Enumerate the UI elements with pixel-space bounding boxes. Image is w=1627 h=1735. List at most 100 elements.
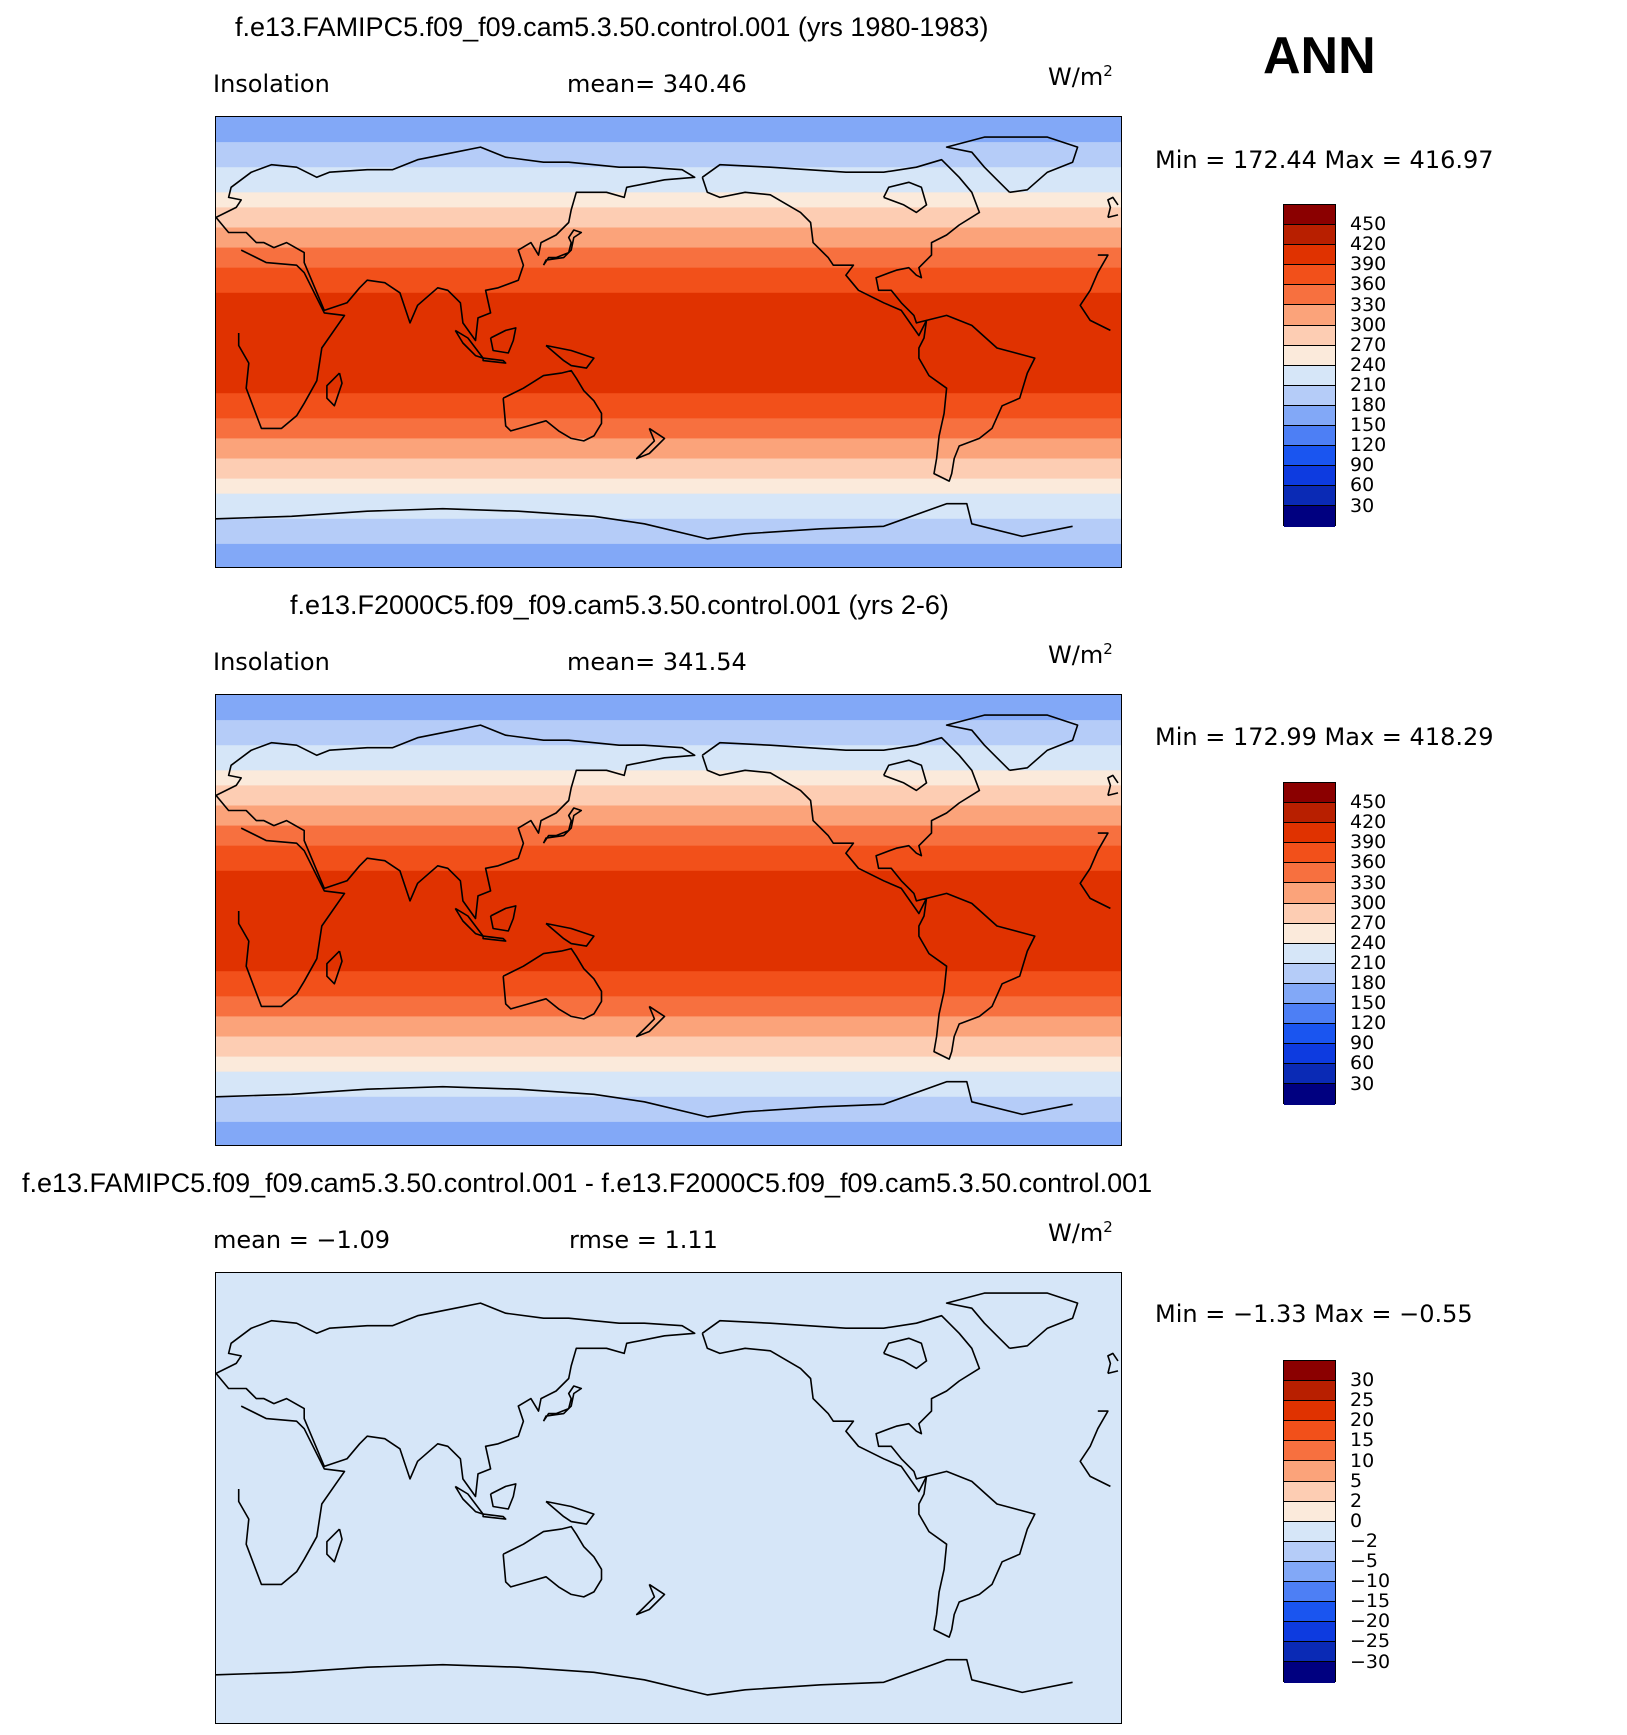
colorbar-box [1284,1501,1335,1522]
coastline-11 [489,327,517,354]
zonal-band-4 [216,207,1121,229]
colorbar-box [1284,843,1335,864]
colorbar-tick-label: 60 [1350,1052,1375,1075]
colorbar-box [1284,1084,1335,1105]
colorbar-tick-label: 360 [1350,273,1387,296]
zonal-band-7 [216,845,1121,872]
coastline-7 [882,181,928,214]
colorbar-tick-label: −2 [1350,1529,1379,1552]
panel-1-colorbar [1283,204,1336,527]
colorbar-tick-label: 300 [1350,891,1387,914]
colorbar-tick-label: 30 [1350,1369,1375,1392]
coastline-8 [918,892,1036,1060]
colorbar-box [1284,1381,1335,1402]
colorbar-box [1284,506,1335,527]
panel-3-mean-label: mean = −1.09 [213,1226,390,1254]
zonal-band-3 [216,192,1121,208]
zonal-band-9 [216,971,1121,997]
colorbar-box [1284,803,1335,824]
coastline-9 [502,1525,603,1598]
coastline-1 [326,372,343,407]
zonal-band-6 [216,825,1121,847]
colorbar-box [1284,783,1335,804]
colorbar-tick-label: 270 [1350,333,1387,356]
panel-1-title: f.e13.FAMIPC5.f09_f09.cam5.3.50.control.… [235,12,989,42]
colorbar-box [1284,903,1335,924]
colorbar-tick-label: 390 [1350,253,1387,276]
coastline-12 [454,1485,484,1515]
colorbar-tick-label: 210 [1350,373,1387,396]
coastline-4 [1107,1352,1119,1374]
colorbar-tick-label: 450 [1350,213,1387,236]
colorbar-box [1284,1401,1335,1422]
colorbar-tick-label: 90 [1350,1032,1375,1055]
zonal-band-11 [216,438,1121,460]
zonal-band-1 [216,720,1121,746]
coastline-14 [545,1500,595,1525]
coastline-4 [1107,196,1119,218]
zonal-band-5 [216,227,1121,249]
zonal-band-12 [216,1036,1121,1058]
coastline-4 [1107,792,1119,797]
colorbar-box [1284,1622,1335,1643]
coastline-1 [326,1528,343,1563]
zonal-band-10 [216,996,1121,1018]
panel-1-minmax: Min = 172.44 Max = 416.97 [1155,146,1494,174]
zonal-band-1 [216,142,1121,168]
colorbar-box [1284,883,1335,904]
coastline-2 [216,146,696,342]
coastline-12 [454,329,484,359]
panel-2-title: f.e13.F2000C5.f09_f09.cam5.3.50.control.… [290,590,949,620]
colorbar-box [1284,1561,1335,1583]
coastline-0 [1079,1410,1111,1488]
colorbar-box [1284,1642,1335,1663]
colorbar-tick-label: 420 [1350,233,1387,256]
panel-2-map [215,694,1122,1146]
colorbar-box [1284,225,1335,246]
panel-1-map [215,116,1122,568]
colorbar-box [1284,1024,1335,1045]
coastline-0 [1079,254,1111,332]
colorbar-box [1284,963,1335,984]
coastline-4 [1107,1370,1119,1375]
colorbar-box [1284,365,1335,386]
zonal-band-4 [216,785,1121,807]
coastline-0 [237,1405,346,1586]
coastline-7 [882,1337,928,1370]
colorbar-box [1284,265,1335,286]
colorbar-tick-label: 10 [1350,1449,1375,1472]
panel-2-units: W/m2 [1048,640,1113,669]
coastline-2 [216,724,696,920]
colorbar-tick-label: 360 [1350,851,1387,874]
colorbar-box [1284,1044,1335,1065]
coastline-9 [502,947,603,1020]
colorbar-tick-label: 240 [1350,931,1387,954]
colorbar-box [1284,1541,1335,1562]
panel-3-minmax: Min = −1.33 Max = −0.55 [1155,1300,1473,1328]
coastline-4 [1107,214,1119,219]
colorbar-tick-label: 20 [1350,1409,1375,1432]
colorbar-tick-label: 150 [1350,992,1387,1015]
colorbar-box [1284,1582,1335,1603]
coastline-10 [635,427,666,460]
colorbar-tick-label: 390 [1350,831,1387,854]
zonal-band-5 [216,805,1121,827]
colorbar-tick-label: 150 [1350,414,1387,437]
panel-2-minmax: Min = 172.99 Max = 418.29 [1155,723,1494,751]
colorbar-box [1284,466,1335,487]
colorbar-box [1284,943,1335,964]
colorbar-tick-label: −20 [1350,1610,1391,1633]
coastline-5 [945,714,1079,772]
colorbar-box [1284,205,1335,226]
colorbar-tick-label: 2 [1350,1489,1363,1512]
colorbar-tick-label: −5 [1350,1550,1379,1572]
colorbar-box [1284,1662,1335,1683]
zonal-band-16 [216,543,1121,567]
coastline-3 [542,1385,583,1422]
zonal-band-12 [216,458,1121,480]
colorbar-tick-label: 120 [1350,1012,1387,1035]
colorbar-box [1284,426,1335,447]
colorbar-box [1284,1602,1335,1623]
colorbar-box [1284,823,1335,844]
colorbar-tick-label: −25 [1350,1630,1391,1653]
